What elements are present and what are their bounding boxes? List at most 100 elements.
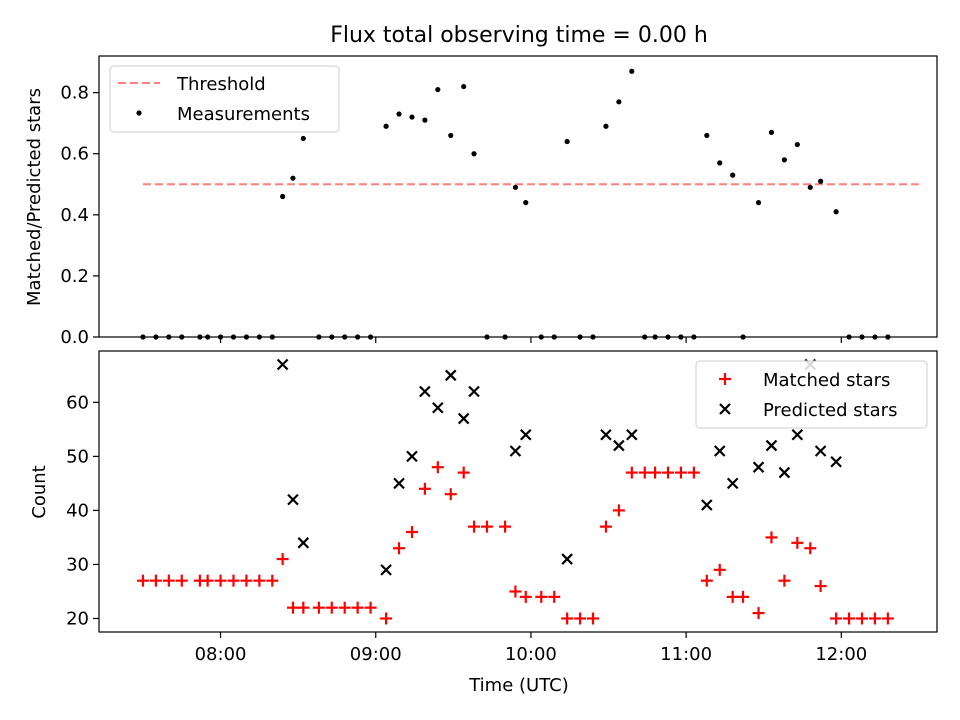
predicted-star-point bbox=[830, 456, 842, 468]
predicted-star-point bbox=[406, 450, 418, 463]
measurement-point bbox=[730, 172, 736, 178]
bottom-y-axis-label: Count bbox=[29, 465, 50, 518]
measurement-point bbox=[290, 175, 296, 181]
legend-predicted-label: Predicted stars bbox=[763, 400, 897, 421]
matched-star-point bbox=[535, 590, 548, 603]
matched-star-point bbox=[276, 553, 289, 566]
matched-star-point bbox=[765, 531, 778, 544]
bottom-y-tick-label: 30 bbox=[66, 554, 89, 575]
legend-measurements-label: Measurements bbox=[177, 104, 310, 125]
legend-threshold-label: Threshold bbox=[176, 74, 266, 95]
matched-star-point bbox=[599, 520, 612, 533]
bottom-x-tick-label: 11:00 bbox=[660, 644, 712, 665]
predicted-star-point bbox=[297, 537, 310, 549]
matched-star-point bbox=[674, 466, 687, 479]
matched-star-point bbox=[612, 504, 625, 517]
measurement-point bbox=[794, 141, 800, 148]
top-legend: Threshold Measurements bbox=[109, 65, 340, 133]
measurement-point bbox=[383, 123, 389, 129]
bottom-legend: Matched stars Predicted stars bbox=[695, 360, 928, 429]
top-y-tick-label: 0.2 bbox=[60, 266, 89, 287]
top-y-tick-label: 0.6 bbox=[60, 144, 89, 165]
matched-star-point bbox=[240, 574, 253, 587]
matched-star-point bbox=[444, 488, 457, 501]
measurement-point bbox=[300, 135, 306, 142]
predicted-star-point bbox=[468, 385, 480, 398]
matched-star-point bbox=[868, 612, 881, 625]
matched-star-point bbox=[881, 612, 894, 625]
matched-star-point bbox=[162, 574, 175, 587]
matched-star-point bbox=[325, 601, 338, 614]
predicted-star-point bbox=[814, 445, 827, 457]
predicted-star-point bbox=[600, 428, 612, 441]
bottom-y-axis: 20 30 40 50 60 bbox=[66, 392, 99, 629]
matched-star-point bbox=[201, 574, 214, 587]
matched-star-point bbox=[338, 601, 351, 614]
matched-star-point bbox=[393, 542, 406, 555]
matched-star-point bbox=[700, 574, 713, 587]
matched-star-point bbox=[312, 601, 325, 614]
measurement-point bbox=[422, 117, 428, 123]
measurement-point bbox=[564, 138, 570, 145]
bottom-x-tick-label: 08:00 bbox=[195, 644, 247, 665]
predicted-star-point bbox=[287, 493, 299, 506]
matched-star-point bbox=[509, 585, 522, 598]
measurement-point bbox=[523, 200, 529, 206]
legend-matched-swatch bbox=[719, 373, 731, 385]
top-y-tick-label: 0.8 bbox=[60, 83, 89, 104]
measurement-point bbox=[833, 209, 839, 215]
top-panel: 0.00.20.40.60.8 Matched/Predicted stars … bbox=[24, 55, 938, 348]
predicted-star-point bbox=[791, 428, 804, 441]
matched-star-point bbox=[855, 612, 868, 625]
predicted-star-point bbox=[726, 477, 739, 490]
matched-star-point bbox=[548, 590, 561, 603]
matched-star-point bbox=[364, 601, 377, 614]
matched-star-point bbox=[499, 520, 512, 533]
matched-star-point bbox=[587, 612, 600, 625]
figure-title: Flux total observing time = 0.00 h bbox=[330, 23, 708, 48]
matched-star-point bbox=[737, 590, 750, 603]
matched-star-point bbox=[175, 574, 188, 587]
top-plot-frame bbox=[98, 55, 938, 338]
top-y-axis: 0.0 0.2 0.4 0.6 0.8 bbox=[60, 83, 99, 348]
predicted-star-point bbox=[752, 461, 765, 473]
matched-star-point bbox=[625, 466, 638, 479]
matched-star-point bbox=[574, 612, 587, 625]
matched-star-point bbox=[418, 482, 431, 495]
matched-star-points bbox=[136, 461, 894, 625]
matched-star-point bbox=[713, 563, 726, 576]
matched-star-point bbox=[638, 466, 651, 479]
top-y-axis-label: Matched/Predicted stars bbox=[24, 88, 45, 306]
matched-star-point bbox=[227, 574, 240, 587]
measurement-point bbox=[448, 132, 454, 139]
measurement-point bbox=[616, 99, 622, 105]
predicted-star-point bbox=[765, 439, 778, 452]
bottom-plot-frame bbox=[98, 350, 938, 633]
matched-star-point bbox=[214, 574, 227, 587]
matched-star-point bbox=[351, 601, 364, 614]
matched-star-point bbox=[253, 574, 266, 587]
measurement-point bbox=[409, 114, 415, 120]
bottom-panel: 20 30 40 50 60 08:00 09:00 10:00 11:00 12:00 Cou… bbox=[29, 350, 938, 696]
matched-star-point bbox=[752, 607, 765, 620]
bottom-x-axis: 08:00 09:00 10:00 11:00 12:00 bbox=[195, 632, 867, 665]
measurement-point bbox=[461, 83, 467, 90]
top-y-tick-label: 0.0 bbox=[60, 327, 89, 348]
measurement-point bbox=[768, 129, 775, 135]
matched-star-point bbox=[830, 612, 843, 625]
measurement-point bbox=[781, 157, 788, 163]
top-legend-box bbox=[109, 65, 340, 133]
top-y-tick-label: 0.4 bbox=[60, 205, 89, 226]
legend-measurements-swatch bbox=[136, 110, 142, 116]
predicted-star-point bbox=[380, 564, 392, 576]
measurement-point bbox=[807, 184, 813, 190]
matched-star-point bbox=[149, 574, 162, 587]
matched-star-point bbox=[405, 526, 418, 539]
matched-star-point bbox=[380, 612, 393, 625]
bottom-x-tick-label: 09:00 bbox=[350, 644, 402, 665]
matched-star-point bbox=[687, 466, 700, 479]
measurement-point bbox=[280, 193, 286, 200]
matched-star-point bbox=[778, 574, 791, 587]
matched-star-point bbox=[297, 601, 310, 614]
